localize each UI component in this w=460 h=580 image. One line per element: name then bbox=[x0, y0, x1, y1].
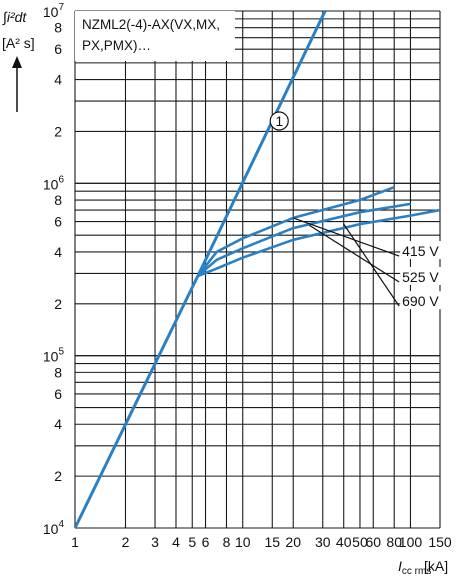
x-axis-symbol: I bbox=[398, 558, 402, 574]
y-tick-label: 4 bbox=[54, 72, 62, 88]
title-box bbox=[75, 11, 235, 61]
series-line-voltage bbox=[197, 208, 440, 278]
annotation-label-bg bbox=[400, 266, 444, 285]
x-axis-subscript: cc rms bbox=[402, 566, 431, 577]
y-axis-unit: [A² s] bbox=[2, 35, 35, 51]
y-decade-base: 10 bbox=[43, 4, 59, 20]
chart-title-line-2: PX,PMX)… bbox=[82, 38, 151, 53]
series-marker-label: 1 bbox=[275, 113, 283, 129]
y-decade-exponent: 5 bbox=[58, 347, 64, 358]
y-decade-label: 107 bbox=[43, 2, 65, 20]
annotation-leader-line bbox=[309, 224, 400, 283]
y-decade-label: 106 bbox=[43, 174, 65, 192]
x-tick-label: 3 bbox=[151, 534, 159, 550]
x-tick-label: 40 bbox=[336, 534, 352, 550]
x-axis-label: Icc rms bbox=[398, 558, 431, 577]
series-group bbox=[75, 11, 440, 528]
x-tick-label: 5 bbox=[188, 534, 196, 550]
y-tick-label: 8 bbox=[54, 192, 62, 208]
grid bbox=[74, 10, 441, 529]
x-tick-label: 50 bbox=[352, 534, 368, 550]
y-tick-label: 6 bbox=[54, 386, 62, 402]
x-tick-label: 150 bbox=[428, 534, 452, 550]
annotation-leader-line bbox=[343, 223, 400, 307]
x-tick-label: 2 bbox=[122, 534, 130, 550]
series-line-1 bbox=[75, 11, 327, 528]
y-decade-base: 10 bbox=[43, 349, 59, 365]
x-tick-label: 10 bbox=[235, 534, 251, 550]
chart-title-line-1: NZML2(-4)-AX(VX,MX, bbox=[82, 17, 220, 32]
y-tick-label: 8 bbox=[54, 20, 62, 36]
y-tick-label: 6 bbox=[54, 41, 62, 57]
series-line-voltage bbox=[196, 185, 395, 277]
y-tick-label: 4 bbox=[54, 416, 62, 432]
annotation-label: 415 V bbox=[402, 243, 439, 259]
x-tick-label: 20 bbox=[285, 534, 301, 550]
y-decade-exponent: 4 bbox=[58, 519, 64, 530]
y-decade-base: 10 bbox=[43, 176, 59, 192]
y-tick-label: 4 bbox=[54, 244, 62, 260]
x-tick-label: 1 bbox=[71, 534, 79, 550]
annotation-label: 690 V bbox=[402, 293, 439, 309]
annotation-label-bg bbox=[400, 241, 444, 260]
x-tick-label: 4 bbox=[172, 534, 180, 550]
annotation-label: 525 V bbox=[402, 269, 439, 285]
annotation-leader-line bbox=[293, 217, 400, 257]
x-tick-label: 8 bbox=[223, 534, 231, 550]
y-decade-label: 105 bbox=[43, 347, 65, 365]
y-decade-label: 104 bbox=[43, 519, 65, 537]
y-tick-label: 2 bbox=[54, 123, 62, 139]
y-decade-exponent: 7 bbox=[58, 2, 64, 13]
x-tick-label: 100 bbox=[399, 534, 423, 550]
y-tick-label: 2 bbox=[54, 296, 62, 312]
x-tick-label: 60 bbox=[365, 534, 381, 550]
x-tick-label: 30 bbox=[315, 534, 331, 550]
y-axis-arrowhead bbox=[12, 56, 22, 68]
y-tick-label: 8 bbox=[54, 364, 62, 380]
x-axis-unit: [kA] bbox=[424, 558, 448, 574]
x-tick-label: 6 bbox=[202, 534, 210, 550]
x-tick-label: 15 bbox=[264, 534, 280, 550]
annotations: 415 V 525 V 690 V 1 bbox=[269, 111, 444, 310]
y-tick-label: 2 bbox=[54, 468, 62, 484]
y-tick-label: 6 bbox=[54, 214, 62, 230]
series-marker-circle bbox=[269, 111, 289, 131]
annotation-label-bg bbox=[400, 291, 444, 310]
x-tick-label: 80 bbox=[386, 534, 402, 550]
y-decade-base: 10 bbox=[43, 521, 59, 537]
series-line-voltage bbox=[196, 202, 411, 277]
y-axis-label: ∫i²dt bbox=[2, 9, 27, 26]
y-decade-exponent: 6 bbox=[58, 174, 64, 185]
